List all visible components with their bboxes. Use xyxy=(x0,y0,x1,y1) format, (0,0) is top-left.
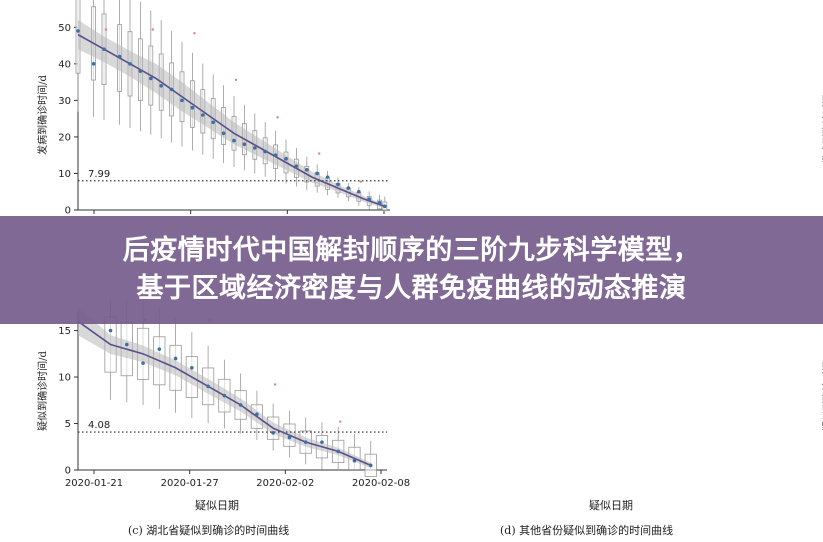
chart-panel-c: 0 5 10 15 2020-01-21 2020-01-27 2020-02-02 2020… xyxy=(36,300,410,489)
data-point xyxy=(238,403,243,407)
y-axis-label: 疑似到确诊时间/d xyxy=(36,351,49,431)
data-point xyxy=(368,463,373,468)
outlier-point xyxy=(193,31,196,35)
banner-line-1: 后疫情时代中国解封顺序的三阶九步科学模型， xyxy=(122,235,701,266)
data-point xyxy=(117,54,122,59)
y-tick-label: 15 xyxy=(58,326,71,337)
data-point xyxy=(190,365,194,370)
y-tick-label: 10 xyxy=(58,373,71,384)
data-point xyxy=(149,76,153,81)
data-point xyxy=(232,138,236,143)
data-point xyxy=(108,328,113,333)
data-point xyxy=(124,342,129,347)
banner-line-2: 基于区域经济密度与人群免疫曲线的动态推演 xyxy=(136,273,687,304)
data-point xyxy=(169,87,174,92)
data-point xyxy=(294,164,299,168)
data-point xyxy=(255,412,259,417)
data-point xyxy=(383,204,387,209)
data-point xyxy=(303,440,308,444)
chart-panel-d: 0510152020-01-212020-01-272020-02-022020… xyxy=(821,351,823,431)
x-axis-title-d: 疑似日期 xyxy=(589,499,633,512)
reference-label: 7.99 xyxy=(88,169,110,180)
outlier-point xyxy=(234,78,238,82)
title-banner: 后疫情时代中国解封顺序的三阶九步科学模型， 基于区域经济密度与人群免疫曲线的动态… xyxy=(0,216,823,324)
data-point xyxy=(206,384,210,389)
y-tick-label: 40 xyxy=(58,59,71,70)
data-point xyxy=(336,182,340,187)
data-point xyxy=(76,29,80,33)
outlier-point xyxy=(151,28,154,31)
x-axis-title-c: 疑似日期 xyxy=(195,499,239,512)
data-point xyxy=(352,458,357,463)
outlier-point xyxy=(273,383,277,386)
data-point xyxy=(102,47,106,52)
data-point xyxy=(211,120,215,125)
data-point xyxy=(253,146,257,150)
y-tick-label: 0 xyxy=(65,466,71,477)
data-point xyxy=(271,431,275,435)
data-point xyxy=(222,393,227,398)
data-point xyxy=(180,98,184,103)
data-point xyxy=(263,149,268,154)
data-point xyxy=(284,157,288,161)
data-point xyxy=(242,142,247,147)
x-tick-label: 2020-01-27 xyxy=(161,478,219,489)
y-tick-label: 0 xyxy=(65,206,71,217)
confidence-band xyxy=(78,20,385,209)
data-point xyxy=(357,189,361,194)
y-axis-label: 发病到确诊时间/d xyxy=(36,75,49,155)
outlier-point xyxy=(104,28,108,31)
data-point xyxy=(346,186,351,190)
y-tick-label: 10 xyxy=(58,169,71,180)
x-tick-label: 2020-01-21 xyxy=(65,478,123,489)
y-tick-label: 50 xyxy=(58,23,71,34)
data-point xyxy=(138,69,143,73)
data-point xyxy=(320,440,324,444)
data-point xyxy=(315,171,320,176)
data-point xyxy=(287,435,292,440)
chart-panel-b: 01020302019-12-302020-01-092020-01-19202… xyxy=(821,84,823,164)
chart-panel-a: 010203040502019-12-102019-12-302020-01-1… xyxy=(36,0,390,217)
outlier-point xyxy=(359,180,362,183)
caption-d: (d) 其他省份疑似到确诊的时间曲线 xyxy=(500,524,674,537)
data-point xyxy=(128,62,132,66)
data-point xyxy=(273,153,278,157)
data-point xyxy=(221,131,226,136)
data-point xyxy=(91,62,96,66)
data-point xyxy=(367,197,372,201)
data-point xyxy=(159,83,163,88)
data-point xyxy=(336,449,341,454)
data-point xyxy=(201,113,205,117)
y-tick-label: 5 xyxy=(65,419,71,430)
data-point xyxy=(190,105,195,110)
data-point xyxy=(305,168,309,172)
x-tick-label: 2020-02-08 xyxy=(352,478,410,489)
data-point xyxy=(157,347,162,351)
reference-label: 4.08 xyxy=(88,420,110,431)
outlier-point xyxy=(339,420,342,423)
data-point xyxy=(325,175,330,179)
data-point xyxy=(377,200,382,205)
x-tick-label: 2020-02-02 xyxy=(256,478,314,489)
y-tick-label: 20 xyxy=(58,132,71,143)
caption-c: (c) 湖北省疑似到确诊的时间曲线 xyxy=(128,524,290,537)
outlier-point xyxy=(276,116,279,119)
y-tick-label: 30 xyxy=(58,96,71,107)
data-point xyxy=(141,361,145,365)
outlier-point xyxy=(318,152,321,155)
data-point xyxy=(173,356,178,361)
